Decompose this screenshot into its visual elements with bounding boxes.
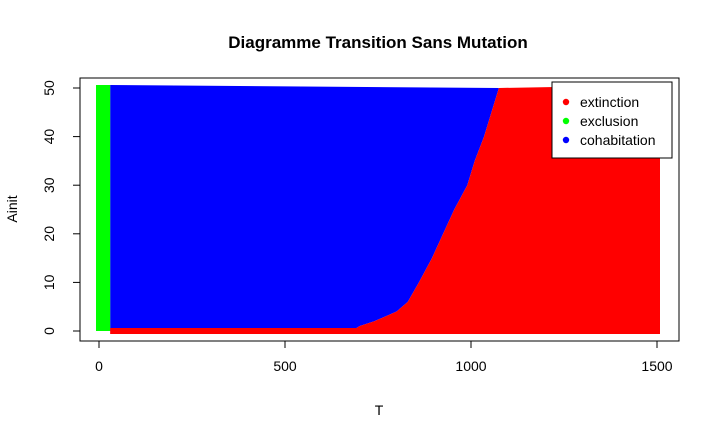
extinction-baseline [110, 328, 660, 334]
x-axis: 0 500 1000 1500 [95, 340, 673, 374]
y-axis-label: Ainit [4, 195, 20, 222]
x-tick-label: 1500 [641, 358, 672, 374]
legend-label-extinction: extinction [580, 94, 639, 110]
legend-label-cohabitation: cohabitation [580, 132, 656, 148]
x-tick-label: 500 [273, 358, 297, 374]
x-tick-label: 0 [95, 358, 103, 374]
y-tick-label: 40 [41, 129, 57, 145]
y-tick-label: 10 [41, 274, 57, 290]
x-axis-label: T [375, 402, 384, 418]
exclusion-region [96, 85, 111, 331]
legend-marker-extinction [562, 98, 570, 106]
y-tick-label: 0 [41, 327, 57, 335]
y-axis: 0 10 20 30 40 50 [41, 80, 81, 335]
y-tick-label: 30 [41, 177, 57, 193]
y-tick-label: 20 [41, 226, 57, 242]
chart-title: Diagramme Transition Sans Mutation [228, 33, 527, 52]
legend-marker-cohabitation [562, 136, 570, 144]
cohabitation-region [110, 85, 499, 331]
legend-entries: extinction exclusion cohabitation [562, 94, 656, 148]
legend-box [551, 81, 673, 159]
y-tick-label: 50 [41, 80, 57, 96]
legend-label-exclusion: exclusion [580, 113, 638, 129]
legend: extinction exclusion cohabitation [551, 81, 673, 159]
x-tick-label: 1000 [455, 358, 486, 374]
legend-marker-exclusion [562, 117, 570, 125]
